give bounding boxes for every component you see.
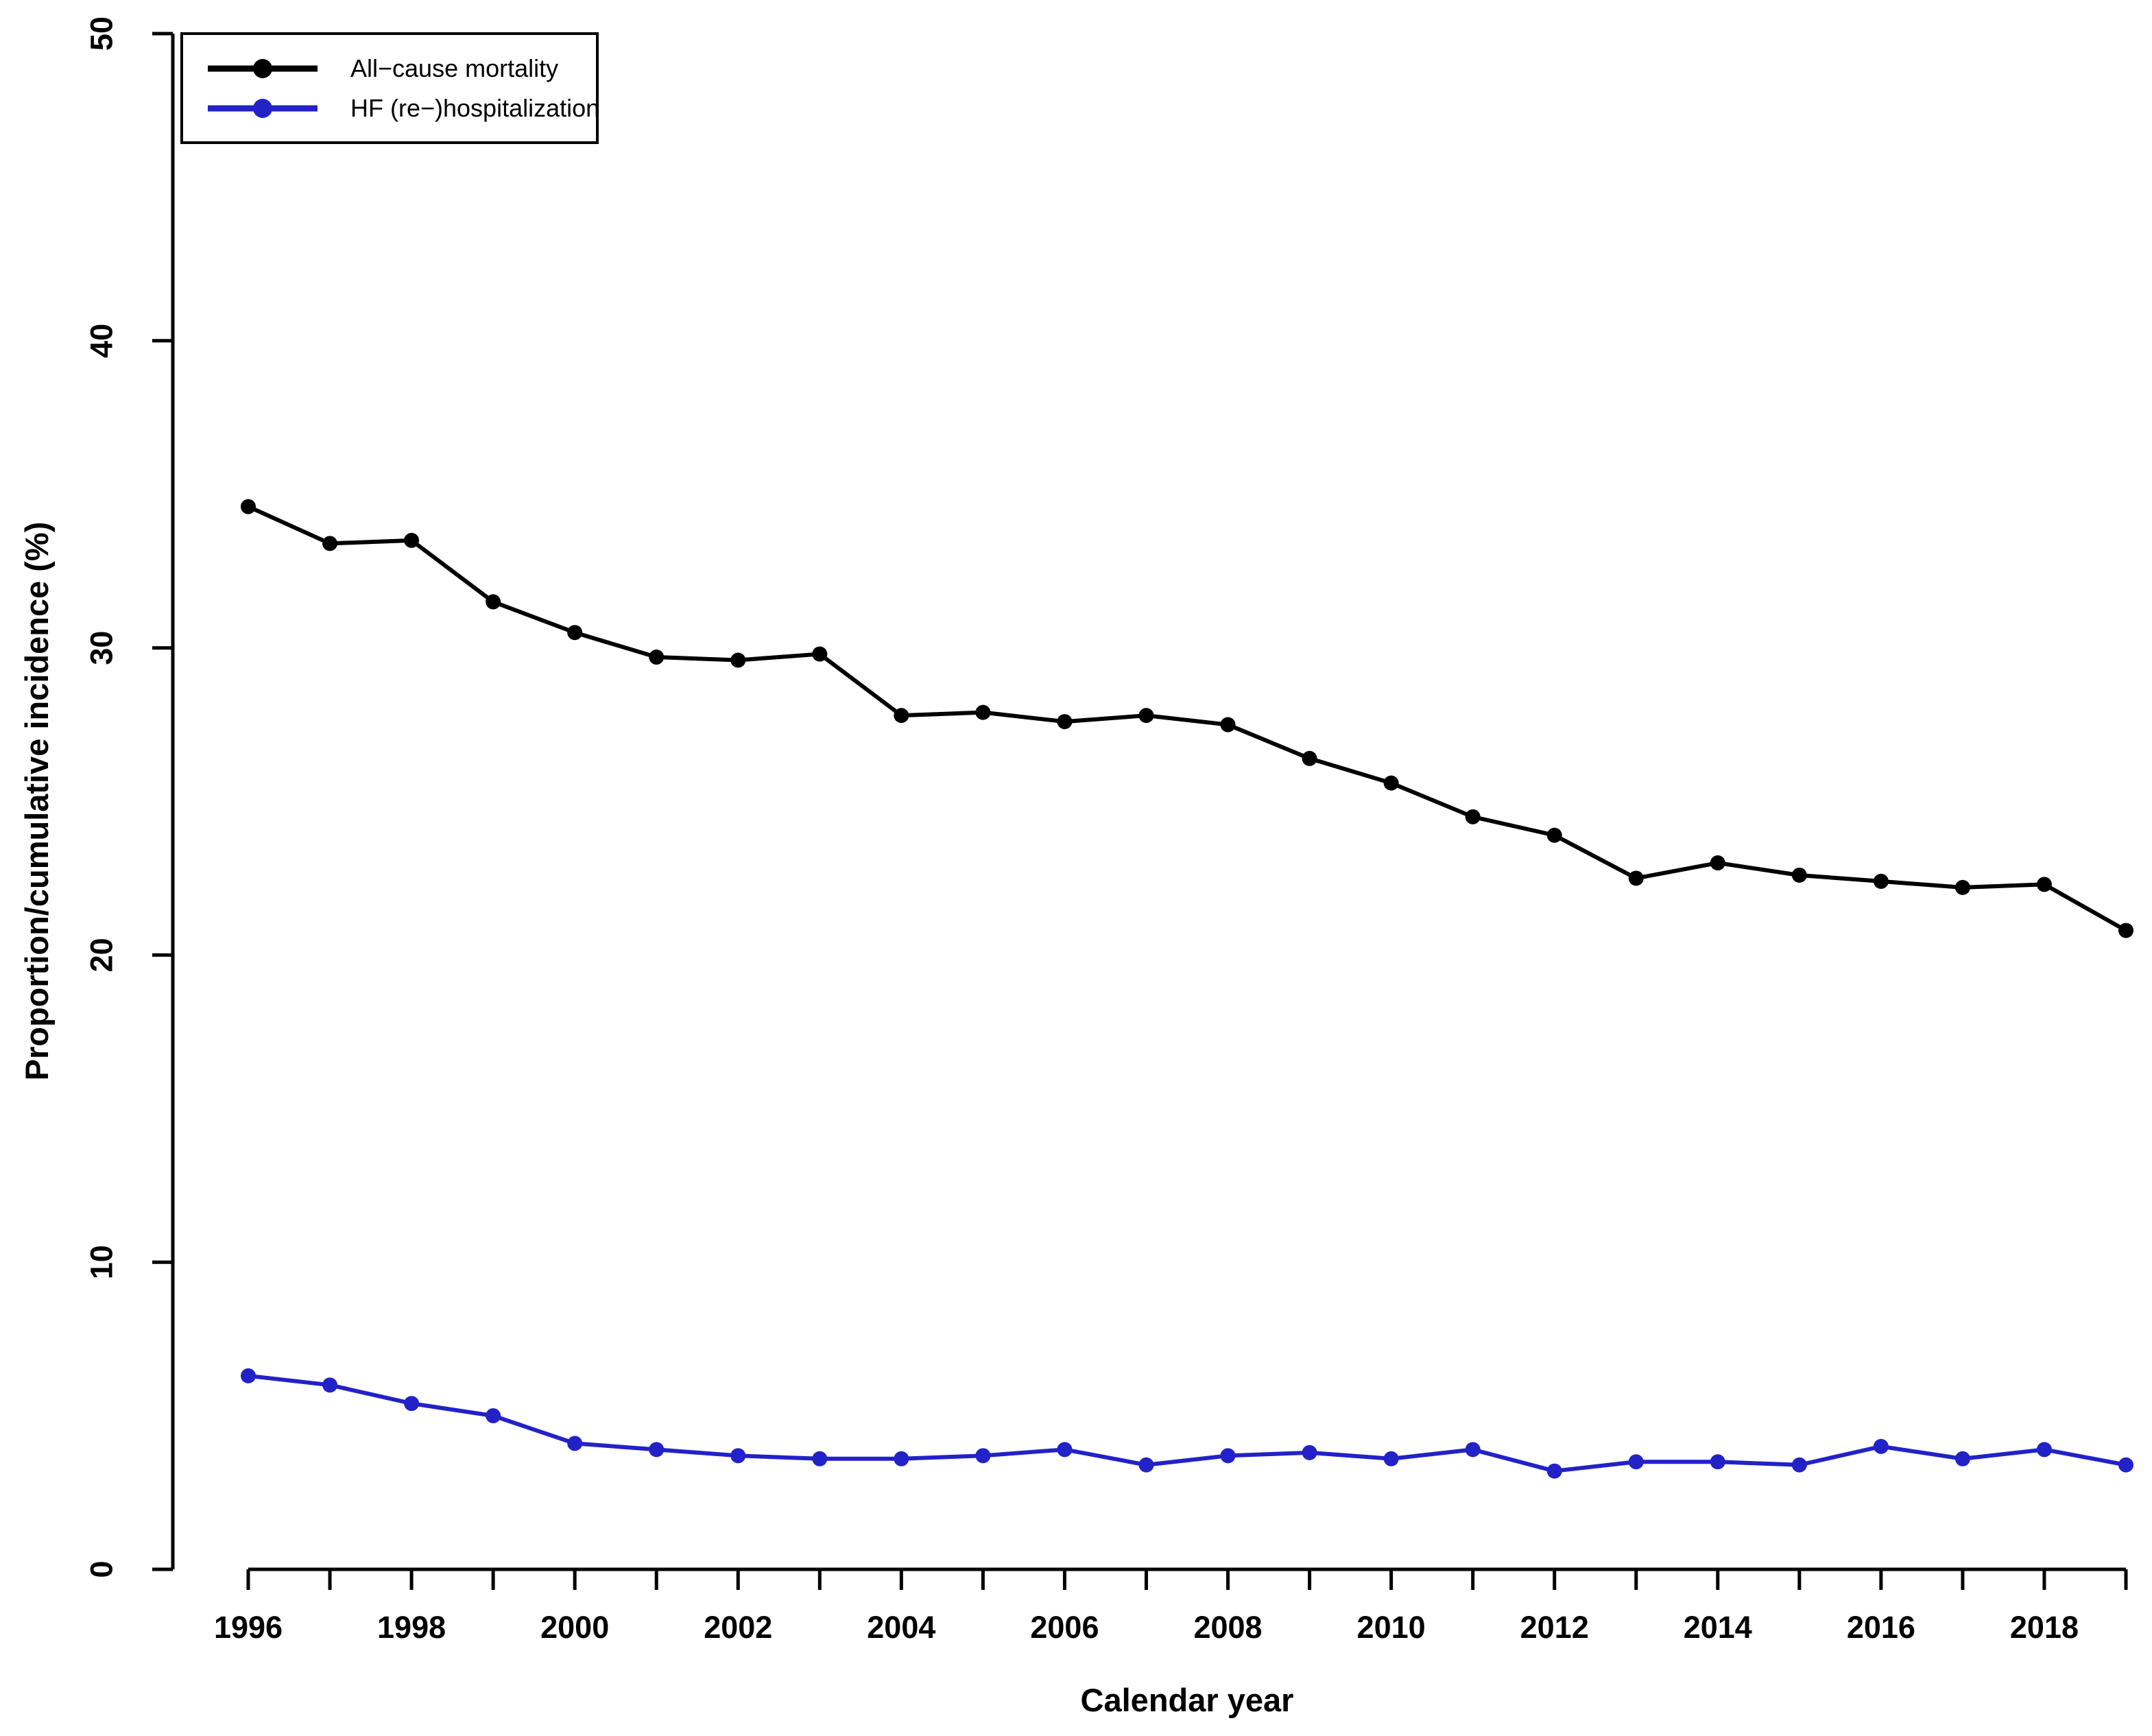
legend: All−cause mortality HF (re−)hospitalizat… — [180, 32, 599, 144]
data-point — [1383, 775, 1399, 791]
y-tick-label: 50 — [84, 16, 119, 51]
x-tick-label: 2014 — [1684, 1610, 1752, 1645]
series-line — [248, 1373, 2127, 1473]
x-tick-label: 2010 — [1357, 1610, 1426, 1645]
data-point — [1465, 809, 1481, 824]
data-point — [567, 625, 583, 641]
axes-layer: 0 10 20 30 40 50 1996 1998 2000 2002 2004 2006 2008 2… — [84, 16, 2128, 1645]
data-point — [1873, 1438, 1889, 1454]
x-tick-label: 1998 — [377, 1610, 446, 1645]
data-point — [486, 594, 501, 610]
data-point — [812, 1451, 828, 1466]
data-point — [2036, 877, 2052, 892]
data-point — [649, 650, 665, 665]
x-tick-label: 2008 — [1193, 1610, 1262, 1645]
x-tick-label: 2016 — [1847, 1610, 1915, 1645]
data-point — [1628, 1454, 1644, 1470]
x-tick-label: 2000 — [540, 1610, 609, 1645]
legend-line-sample-icon — [208, 58, 318, 78]
data-point — [1302, 1444, 1317, 1460]
data-point — [1302, 750, 1317, 766]
legend-label: All−cause mortality — [350, 53, 559, 82]
data-point — [975, 704, 991, 720]
x-tick-label: 2004 — [867, 1610, 935, 1645]
data-point — [1791, 867, 1807, 883]
data-point — [2118, 1457, 2133, 1473]
data-point — [322, 1377, 338, 1393]
data-point — [1791, 1457, 1807, 1473]
data-point — [1873, 873, 1889, 889]
data-point — [1220, 1448, 1236, 1464]
x-axis-title: Calendar year — [1081, 1682, 1294, 1718]
data-point — [404, 532, 420, 548]
data-point — [730, 1448, 746, 1464]
data-point — [486, 1408, 501, 1424]
data-point — [1546, 827, 1562, 843]
data-point — [1465, 1442, 1481, 1458]
data-point — [1954, 1451, 1970, 1466]
data-point — [894, 708, 909, 724]
x-tick-label: 2018 — [2010, 1610, 2079, 1645]
y-tick-label: 30 — [84, 631, 119, 665]
data-point — [649, 1442, 665, 1458]
y-tick-label: 40 — [84, 324, 119, 358]
series-line — [247, 504, 2127, 933]
data-point — [1546, 1463, 1562, 1479]
legend-item-all-cause-mortality: All−cause mortality — [208, 53, 596, 84]
data-point — [1057, 1442, 1073, 1458]
data-series-layer — [241, 499, 2133, 1479]
data-point — [1220, 717, 1236, 733]
legend-line-sample-icon — [208, 98, 318, 118]
x-tick-label: 2002 — [704, 1610, 772, 1645]
data-point — [2036, 1442, 2052, 1458]
data-point — [1954, 879, 1970, 895]
y-axis-title: Proportion/cumulative incidence (%) — [19, 522, 55, 1081]
x-tick-label: 2012 — [1520, 1610, 1589, 1645]
data-point — [2118, 923, 2133, 938]
legend-item-hf-rehospitalization: HF (re−)hospitalization — [208, 93, 600, 123]
data-point — [1710, 1454, 1725, 1470]
data-point — [567, 1436, 583, 1451]
data-point — [404, 1396, 420, 1412]
data-point — [241, 499, 256, 514]
y-tick-label: 10 — [84, 1245, 119, 1279]
data-point — [975, 1448, 991, 1464]
data-point — [1138, 708, 1154, 724]
data-point — [1138, 1457, 1154, 1473]
data-point — [1628, 870, 1644, 886]
y-tick-label: 0 — [84, 1560, 119, 1578]
data-point — [1383, 1451, 1399, 1466]
y-tick-label: 20 — [84, 938, 119, 972]
legend-label: HF (re−)hospitalization — [350, 93, 600, 122]
data-point — [812, 646, 828, 662]
data-point — [1057, 714, 1073, 730]
x-tick-label: 2006 — [1030, 1610, 1099, 1645]
data-point — [241, 1368, 256, 1383]
data-point — [730, 652, 746, 668]
data-point — [1710, 855, 1725, 871]
data-point — [322, 536, 338, 551]
data-point — [894, 1451, 909, 1466]
x-tick-label: 1996 — [214, 1610, 283, 1645]
